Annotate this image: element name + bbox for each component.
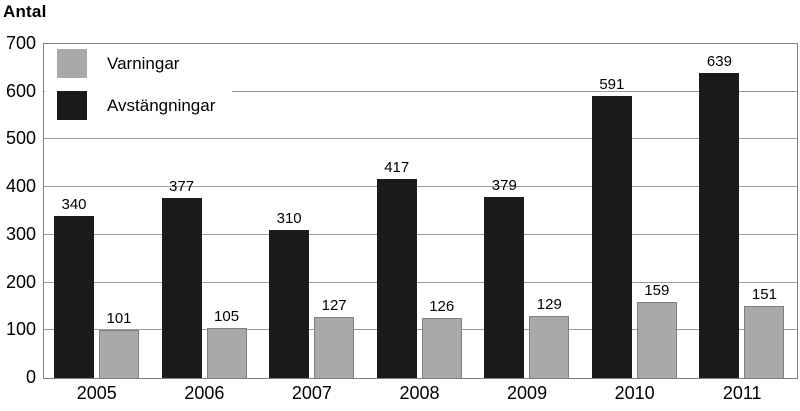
bar-varningar-2010 (636, 302, 677, 378)
value-label-avstängningar-2009: 379 (491, 177, 517, 195)
y-axis-tick-label-600: 600 (5, 80, 36, 101)
y-axis-tick-label-300: 300 (5, 223, 36, 244)
y-axis-tick-label-200: 200 (5, 271, 36, 292)
value-label-varningar-2008: 126 (429, 297, 455, 315)
bar-varningar-2005 (99, 329, 139, 378)
gridline-200 (44, 281, 797, 283)
x-axis-label-2007: 2007 (291, 383, 332, 403)
bar-avstängningar-2006 (161, 198, 202, 378)
gridline-100 (44, 329, 797, 331)
value-label-avstängningar-2007: 310 (276, 210, 302, 228)
bar-varningar-2008 (421, 317, 462, 378)
varningar-swatch-icon (57, 49, 87, 78)
plot-area: Varningar Avstängningar 340 101 377 105 310 1… (43, 43, 798, 379)
bar-avstängningar-2010 (591, 96, 632, 378)
y-axis-tick-label-400: 400 (5, 176, 36, 197)
value-label-varningar-2006: 105 (214, 307, 240, 325)
bar-avstängningar-2008 (376, 179, 417, 378)
legend-item-varningar: Varningar (57, 49, 232, 78)
x-axis-label-2006: 2006 (184, 383, 225, 403)
x-axis-label-2005: 2005 (76, 383, 117, 403)
value-label-avstängningar-2005: 340 (61, 195, 87, 213)
value-label-varningar-2010: 159 (644, 282, 670, 300)
bar-varningar-2006 (206, 327, 247, 378)
value-label-varningar-2009: 129 (536, 296, 562, 314)
bar-varningar-2007 (314, 317, 355, 378)
y-axis-tick-label-100: 100 (5, 319, 36, 340)
x-axis-label-2010: 2010 (614, 383, 655, 403)
value-label-varningar-2007: 127 (321, 297, 347, 315)
legend: Varningar Avstängningar (45, 45, 232, 128)
gridline-400 (44, 186, 797, 188)
y-axis-title: Antal (3, 2, 47, 21)
y-axis-tick-label-700: 700 (5, 33, 36, 53)
gridline-600 (44, 90, 797, 92)
value-label-varningar-2011: 151 (751, 285, 777, 303)
value-label-avstängningar-2010: 591 (599, 76, 625, 94)
value-label-avstängningar-2008: 417 (384, 159, 410, 177)
bar-avstängningar-2005 (54, 215, 94, 378)
y-axis-tick-label-0: 0 (25, 367, 36, 387)
legend-item-avstangningar: Avstängningar (57, 91, 232, 120)
x-axis-label-2008: 2008 (399, 383, 440, 403)
avstangningar-swatch-icon (57, 91, 87, 120)
gridline-300 (44, 233, 797, 235)
bar-varningar-2009 (529, 316, 570, 378)
legend-label-varningar: Varningar (107, 53, 180, 73)
x-axis-label-2009: 2009 (507, 383, 548, 403)
y-axis-tick-label-500: 500 (5, 128, 36, 149)
bar-avstängningar-2011 (699, 73, 740, 378)
legend-label-avstangningar: Avstängningar (107, 95, 216, 115)
bar-avstängningar-2007 (269, 230, 310, 378)
bar-varningar-2011 (744, 305, 785, 378)
value-label-varningar-2005: 101 (106, 309, 132, 327)
x-axis-label-2011: 2011 (722, 383, 762, 403)
value-label-avstängningar-2011: 639 (706, 53, 732, 71)
value-label-avstängningar-2006: 377 (169, 178, 195, 196)
bar-avstängningar-2009 (484, 197, 525, 378)
gridline-500 (44, 138, 797, 140)
